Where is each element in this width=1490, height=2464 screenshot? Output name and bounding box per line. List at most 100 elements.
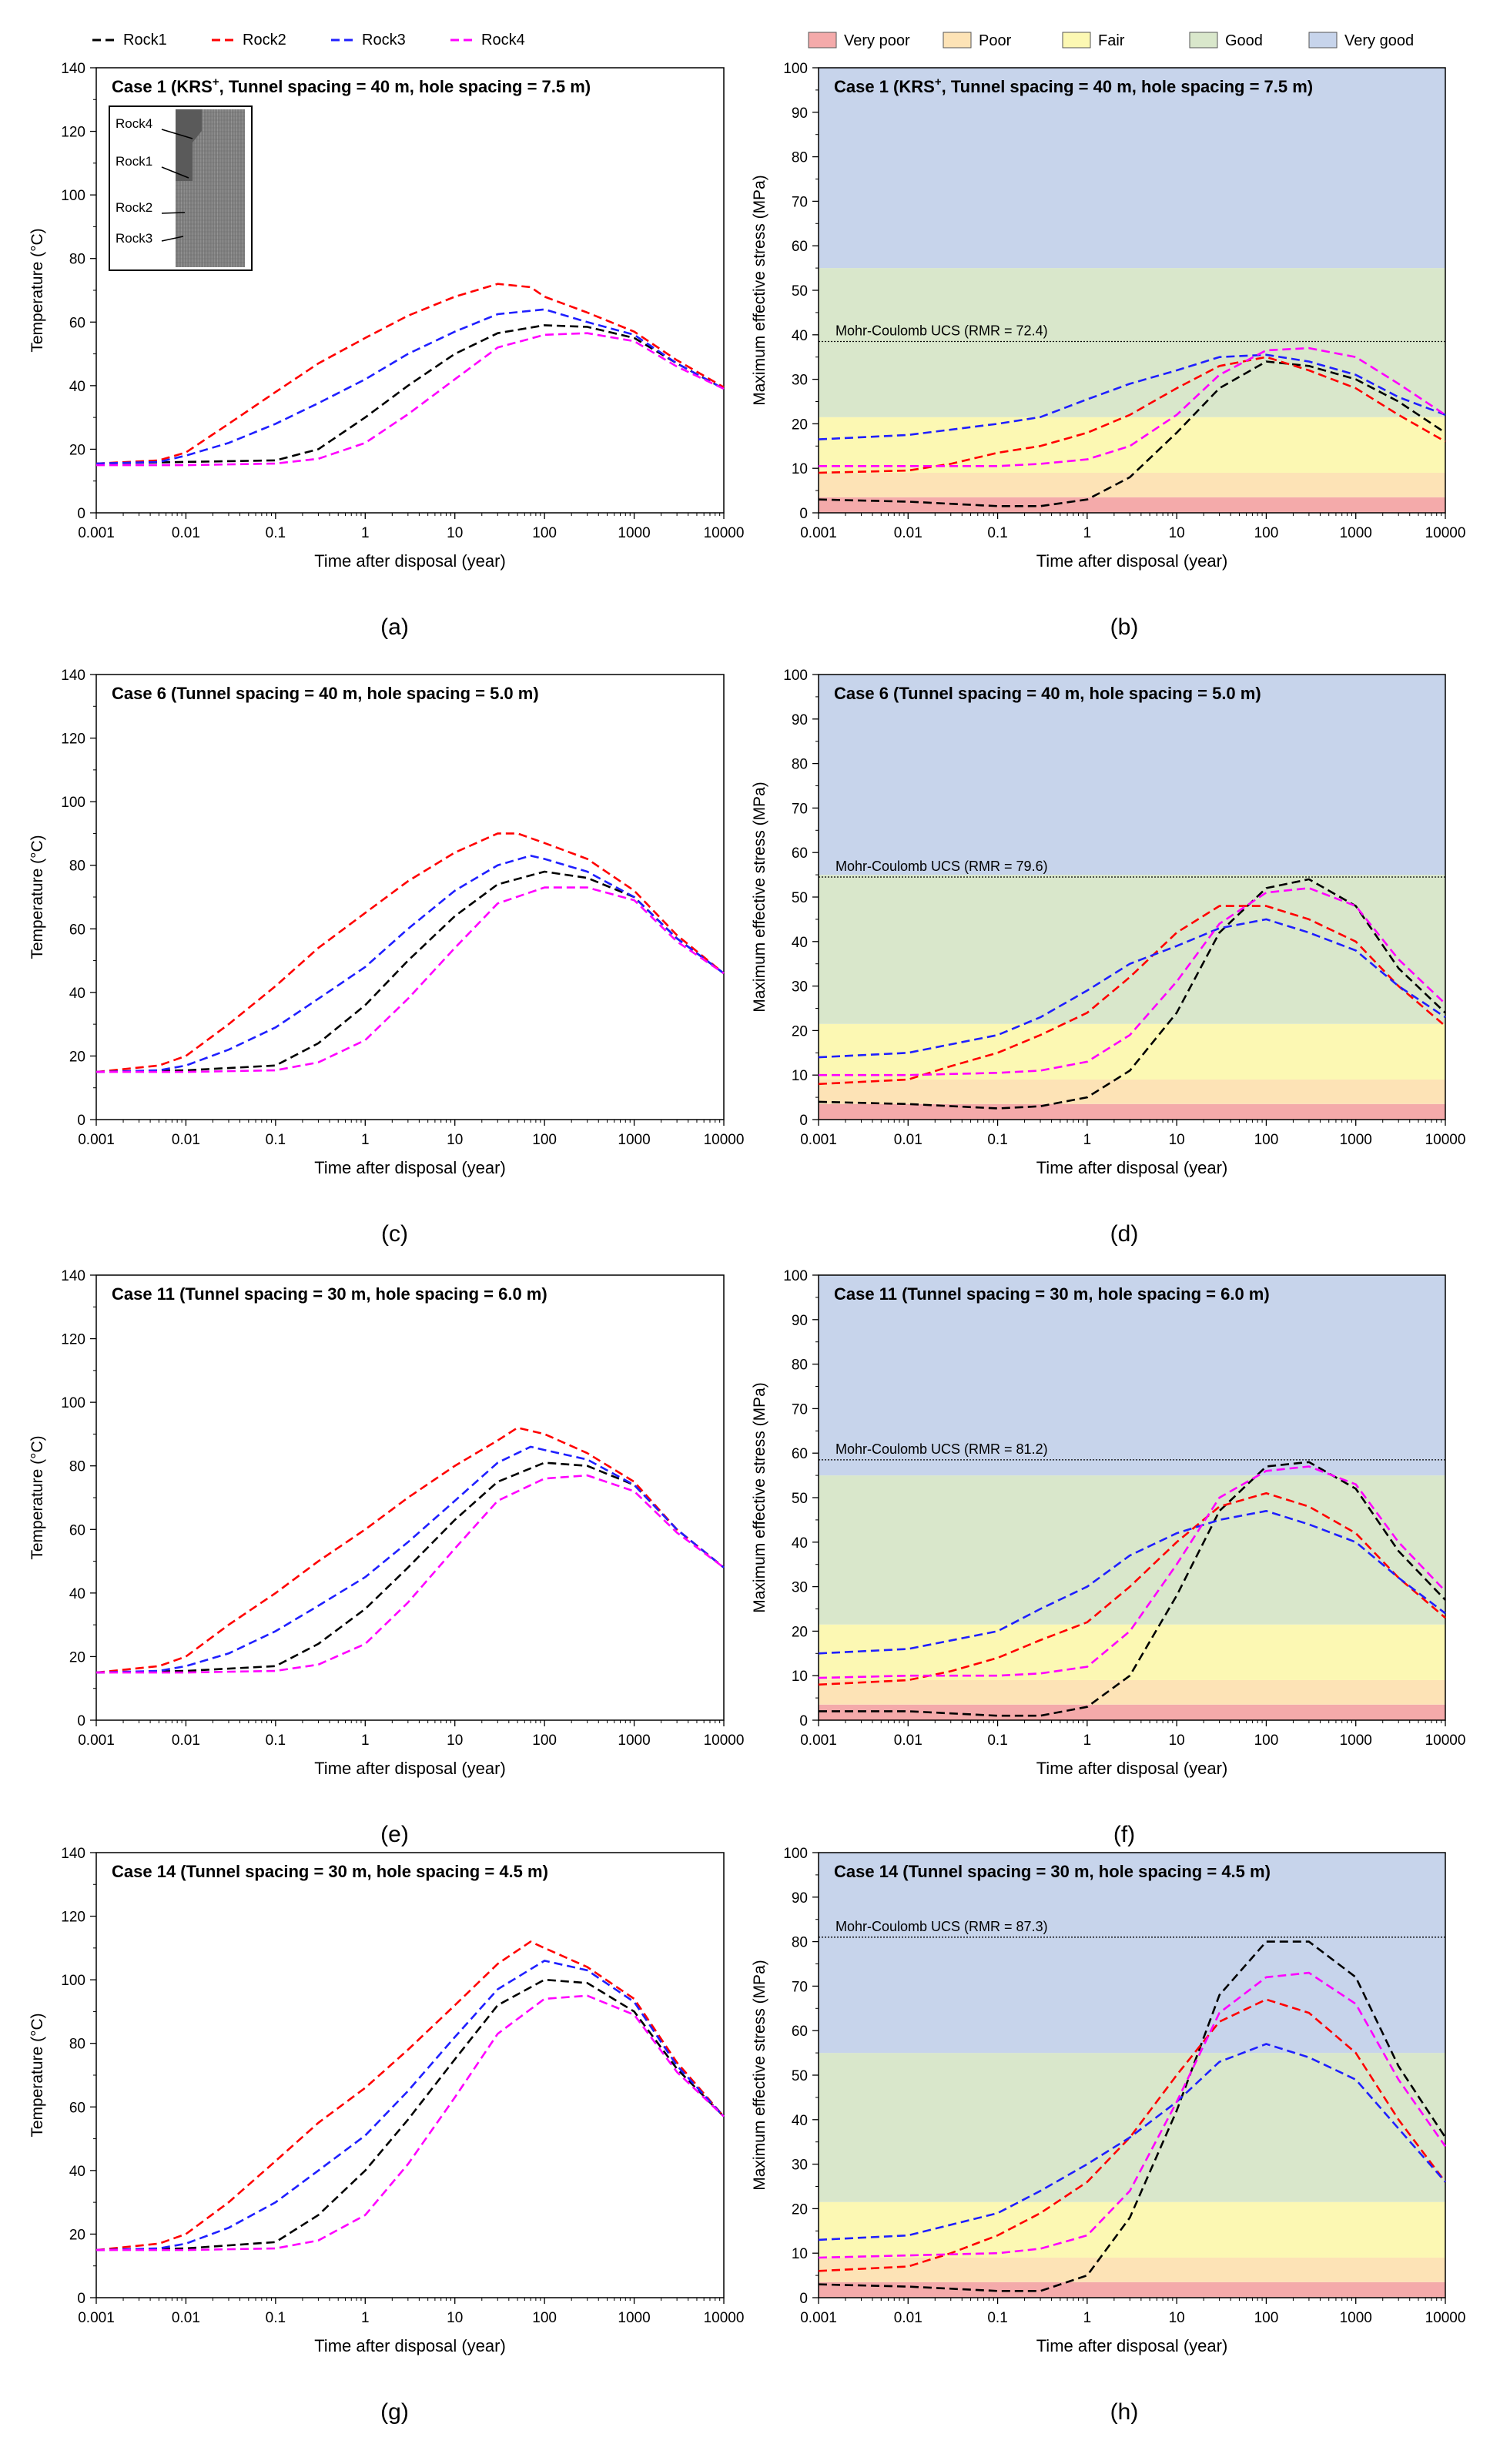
y-tick-label: 100 [61,1973,85,1989]
x-tick-label: 0.001 [800,525,837,541]
legend-label-poor: Poor [979,32,1012,49]
x-tick-label: 1 [361,2310,370,2326]
chart-title: Case 1 (KRS+, Tunnel spacing = 40 m, hol… [834,75,1313,96]
chart-title: Case 6 (Tunnel spacing = 40 m, hole spac… [834,684,1261,703]
inset-arrow [161,166,189,179]
x-axis-label: Time after disposal (year) [314,2336,506,2355]
chart-panel-a: 0 20 40 60 80 100 120 140 0.001 0.01 0.1 1 10 100 1000… [28,61,744,640]
series-line-rock4 [819,346,1446,467]
chart-panel-g: 0 20 40 60 80 100 120 140 0.001 0.01 0.1 1 10 100 1000… [28,1846,744,2425]
y-tick-label: 50 [792,1491,808,1507]
y-tick-label: 80 [792,1358,808,1374]
series-line-rock1 [95,324,725,465]
rmr-band [819,1275,1445,1476]
x-tick-label: 0.001 [800,1132,837,1148]
legend-label-good: Good [1225,32,1263,49]
y-tick-label: 100 [61,795,85,811]
series-line-rock1 [818,878,1446,1110]
y-tick-label: 100 [783,668,808,684]
x-tick-label: 10 [1169,1132,1185,1148]
y-tick-label: 20 [792,1624,808,1640]
rmr-band [819,2201,1445,2258]
y-tick-label: 40 [792,1535,808,1552]
y-tick-label: 20 [69,2227,85,2243]
rmr-band [819,68,1445,269]
panel-label: (h) [1110,2399,1139,2425]
x-tick-label: 10 [447,1732,463,1749]
x-tick-label: 10 [447,525,463,541]
inset-tunnel-region [176,109,202,181]
y-tick-label: 120 [61,732,85,748]
x-axis-label: Time after disposal (year) [314,551,506,571]
series-line-rock1 [95,1978,725,2251]
x-tick-label: 0.001 [800,2310,837,2326]
x-tick-label: 1 [1083,525,1092,541]
y-tick-label: 80 [792,757,808,773]
y-tick-label: 40 [792,2113,808,2129]
x-tick-label: 1000 [1340,1132,1372,1148]
x-tick-label: 1000 [618,525,650,541]
chart-panel-d: Mohr-Coulomb UCS (RMR = 79.6) 0 10 20 30 40 50… [751,668,1465,1247]
x-tick-label: 0.001 [78,1732,115,1749]
y-tick-label: 60 [792,845,808,862]
y-tick-label: 20 [69,1649,85,1666]
x-tick-label: 0.1 [266,1132,286,1148]
chart-title-rest: , Tunnel spacing = 40 m, hole spacing = … [942,77,1314,96]
x-tick-label: 1 [1083,1132,1092,1148]
chart-panel-f: Mohr-Coulomb UCS (RMR = 81.2) 0 10 20 30 40 50… [751,1268,1465,1847]
x-tick-label: 10 [447,1132,463,1148]
rmr-band [819,1079,1445,1104]
chart-title-superscript: + [935,75,942,89]
rmr-band [819,1704,1445,1720]
chart-panel-e: 0 20 40 60 80 100 120 140 0.001 0.01 0.1 1 10 100 1000… [28,1268,744,1847]
y-tick-label: 40 [792,935,808,951]
panel-label: (c) [381,1221,408,1247]
x-axis-label: Time after disposal (year) [314,1759,506,1778]
chart-title: Case 6 (Tunnel spacing = 40 m, hole spac… [112,684,539,703]
x-tick-label: 10 [447,2310,463,2326]
x-tick-label: 0.01 [172,525,200,541]
series-line-rock1 [95,870,725,1073]
y-axis-label: Temperature (°C) [28,835,46,959]
y-tick-label: 0 [77,1713,85,1729]
x-tick-label: 1 [361,1132,370,1148]
y-tick-label: 70 [792,1979,808,1995]
y-tick-label: 30 [792,979,808,996]
x-tick-label: 0.01 [172,1132,200,1148]
y-tick-label: 100 [61,188,85,204]
x-tick-label: 10000 [704,1732,745,1749]
series-line-rock2 [95,832,725,1073]
x-tick-label: 10000 [704,525,745,541]
chart-title-main: Case 1 (KRS [834,77,935,96]
x-tick-label: 1 [1083,1732,1092,1749]
y-tick-label: 80 [792,150,808,166]
x-axis-label: Time after disposal (year) [1036,2336,1228,2355]
series-line-rock4 [96,1994,725,2251]
x-tick-label: 100 [532,1132,557,1148]
x-tick-label: 10 [1169,2310,1185,2326]
y-tick-label: 50 [792,890,808,906]
y-tick-label: 20 [792,2201,808,2218]
rmr-band [819,497,1445,513]
model-inset: Rock4 Rock1 Rock2 Rock3 [109,105,253,271]
y-tick-label: 140 [61,1268,85,1284]
x-tick-label: 0.001 [78,525,115,541]
series-line-rock4 [96,886,725,1073]
chart-title: Case 11 (Tunnel spacing = 30 m, hole spa… [112,1284,547,1304]
x-tick-label: 1000 [1340,525,1372,541]
y-tick-label: 100 [783,61,808,77]
series-line-rock3 [95,1445,725,1674]
x-tick-label: 1 [361,525,370,541]
inset-label-rock2: Rock2 [116,200,152,215]
y-tick-label: 10 [792,1669,808,1685]
y-tick-label: 100 [61,1395,85,1411]
x-tick-label: 0.001 [800,1732,837,1749]
x-tick-label: 1000 [1340,2310,1372,2326]
chart-title-rest: , Tunnel spacing = 40 m, hole spacing = … [219,77,591,96]
panel-label: (f) [1113,1822,1135,1847]
y-tick-label: 0 [799,2291,808,2307]
x-axis-label: Time after disposal (year) [314,1158,506,1177]
y-tick-label: 0 [799,506,808,522]
x-tick-label: 0.01 [894,2310,922,2326]
y-tick-label: 60 [69,1522,85,1538]
